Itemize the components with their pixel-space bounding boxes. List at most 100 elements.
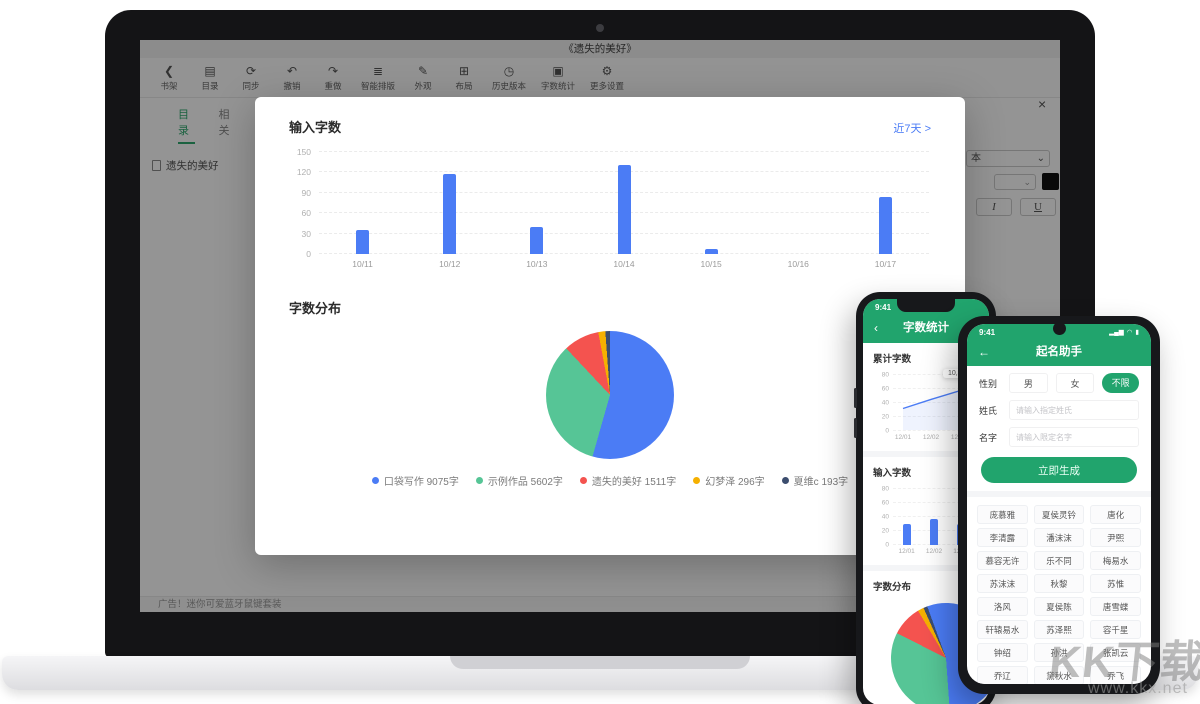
bar-10/13 [530,226,544,254]
name-result[interactable]: 黛秋水 [1033,666,1085,684]
name-result[interactable]: 秋黎 [1033,574,1085,593]
name-result[interactable]: 夏侯灵钤 [1033,505,1085,524]
ad-text: 广告！迷你可爱蓝牙鼠键套装 [158,599,282,610]
name-result[interactable]: 苏惟 [1090,574,1141,593]
gender-male-option[interactable]: 男 [1009,373,1048,393]
name-result[interactable]: 苏沫沫 [977,574,1028,593]
toolbar-item-更多设置[interactable]: ⚙ 更多设置 [590,63,625,92]
close-icon[interactable]: × [1038,96,1047,112]
name-result[interactable]: 乔飞 [1090,666,1141,684]
distribution-title: 字数分布 [873,582,912,593]
webcam-icon [596,24,604,32]
字数统计-icon: ▣ [552,63,564,78]
input-count-bar-chart: 150 120 90 60 30 0 10/11 10/12 10/13 10/14 10/15 10… [255,147,939,272]
name-result[interactable]: 乔辽 [977,666,1028,684]
battery-icon: ▮ [1135,329,1139,336]
toolbar-item-智能排版[interactable]: ≣ 智能排版 [361,64,396,92]
legend-label: 幻梦泽 296字 [705,477,765,488]
gender-unlimited-option[interactable]: 不限 [1102,373,1140,393]
name-result[interactable]: 唐雪蝶 [1090,597,1141,616]
name-result[interactable]: 乐不同 [1033,551,1085,570]
range-selector[interactable]: 近7天 > [893,123,931,135]
y-tick-label: 40 [881,399,889,407]
surname-input[interactable] [1009,400,1139,420]
document-item[interactable]: 遗失的美好 [140,144,235,173]
y-tick-label: 90 [301,187,311,198]
divider [863,451,989,457]
phone-nav-title: 起名助手 [1036,346,1082,358]
legend-item: 遗失的美好 1511字 [579,473,676,488]
toolbar-item-撤销[interactable]: ↶ 撤销 [279,63,305,92]
toolbar-label: 智能排版 [361,80,396,91]
legend-dot-icon [371,477,379,484]
laptop-mockup: 《遗失的美好》 ❮ 书架 ▤ 目录 ⟳ 同步 ↶ 撤销 ↷ 重做 ≣ 智能排版 ✎ 外观 ⊞ 布局 ◷ 历史版本 ▣… [105,10,1095,658]
name-result[interactable]: 容千星 [1090,620,1141,639]
tab-related[interactable]: 相关 [218,109,230,137]
toolbar-label: 字数统计 [541,80,576,91]
bar-10/17 [878,196,892,254]
y-tick-label: 80 [881,485,889,493]
name-result[interactable]: 庞慕雅 [977,505,1028,524]
legend-item: 示例作品 5602字 [475,473,563,488]
size-select[interactable]: ⌄ [994,174,1036,190]
word-stats-modal: 输入字数 近7天 > 150 120 90 60 30 0 10/11 10/12 10/13 1… [255,97,965,555]
更多设置-icon: ⚙ [601,63,613,78]
generated-names-grid: 庞慕雅 夏侯灵钤 唐化李清露 潘沫沫 尹熙慕容无许 乐不同 梅易水苏沫沫 秋黎 苏惟洛风 夏侯陈唐… [967,497,1151,684]
laptop-screen: 《遗失的美好》 ❮ 书架 ▤ 目录 ⟳ 同步 ↶ 撤销 ↷ 重做 ≣ 智能排版 ✎ 外观 ⊞ 布局 ◷ 历史版本 ▣… [140,40,1060,612]
back-icon[interactable]: ← [978,345,990,359]
toolbar-item-外观[interactable]: ✎ 外观 [410,64,436,92]
name-result[interactable]: 梅易水 [1090,551,1141,570]
name-result[interactable]: 李清露 [977,528,1028,547]
toolbar-item-目录[interactable]: ▤ 目录 [197,64,223,92]
phone-notch [897,299,955,312]
name-input[interactable] [1009,427,1139,447]
name-result[interactable]: 洛风 [977,597,1028,616]
underline-button[interactable]: U [1020,198,1056,216]
back-icon[interactable]: ‹ [874,321,878,335]
font-select[interactable]: 本 ⌄ [966,150,1050,167]
name-result[interactable]: 尹熙 [1090,528,1141,547]
toolbar-item-同步[interactable]: ⟳ 同步 [238,64,264,92]
name-result[interactable]: 苏泽熙 [1033,620,1085,639]
name-result[interactable]: 慕容无许 [977,551,1028,570]
bar-12/02 [930,519,938,545]
gridline [893,430,975,431]
italic-button[interactable]: I [976,198,1012,216]
toolbar-item-重做[interactable]: ↷ 重做 [320,64,346,92]
input-count-title: 输入字数 [289,120,342,135]
toolbar-item-书架[interactable]: ❮ 书架 [156,64,182,92]
name-result[interactable]: 孙洪 [1033,643,1085,662]
撤销-icon: ↶ [286,63,298,78]
y-tick-label: 20 [881,527,889,535]
toolbar-label: 更多设置 [590,80,625,91]
name-result[interactable]: 唐化 [1090,505,1141,524]
gridline [893,516,975,517]
font-select-value: 本 [971,153,981,164]
name-result[interactable]: 潘沫沫 [1033,528,1085,547]
x-tick-label: 12/01 [898,548,915,555]
gender-female-option[interactable]: 女 [1055,373,1095,393]
legend-dot-icon [781,477,789,484]
chevron-down-icon: ⌄ [1023,177,1031,187]
name-result[interactable]: 张凯云 [1090,643,1141,662]
name-result[interactable]: 轩辕易水 [977,620,1028,639]
bar-10/15 [704,249,718,254]
divider [967,491,1151,497]
y-tick-label: 0 [306,249,311,259]
toolbar-item-字数统计[interactable]: ▣ 字数统计 [541,63,576,92]
toolbar-label: 同步 [242,80,260,91]
y-tick-label: 60 [881,385,889,393]
gridline [893,488,975,489]
x-tick-label: 10/14 [613,259,635,269]
generate-button[interactable]: 立即生成 [981,457,1137,483]
tab-catalog[interactable]: 目录 [178,106,195,144]
toolbar-item-历史版本[interactable]: ◷ 历史版本 [492,64,526,92]
ad-banner[interactable]: 广告！迷你可爱蓝牙鼠键套装 [140,596,1060,612]
name-result[interactable]: 夏侯陈 [1033,597,1085,616]
布局-icon: ⊞ [458,63,470,78]
name-result[interactable]: 钟绍 [977,643,1028,662]
y-tick-label: 150 [296,147,311,157]
color-swatch[interactable] [1042,173,1059,190]
cumulative-count-title: 累计字数 [873,354,912,365]
toolbar-item-布局[interactable]: ⊞ 布局 [451,63,477,92]
